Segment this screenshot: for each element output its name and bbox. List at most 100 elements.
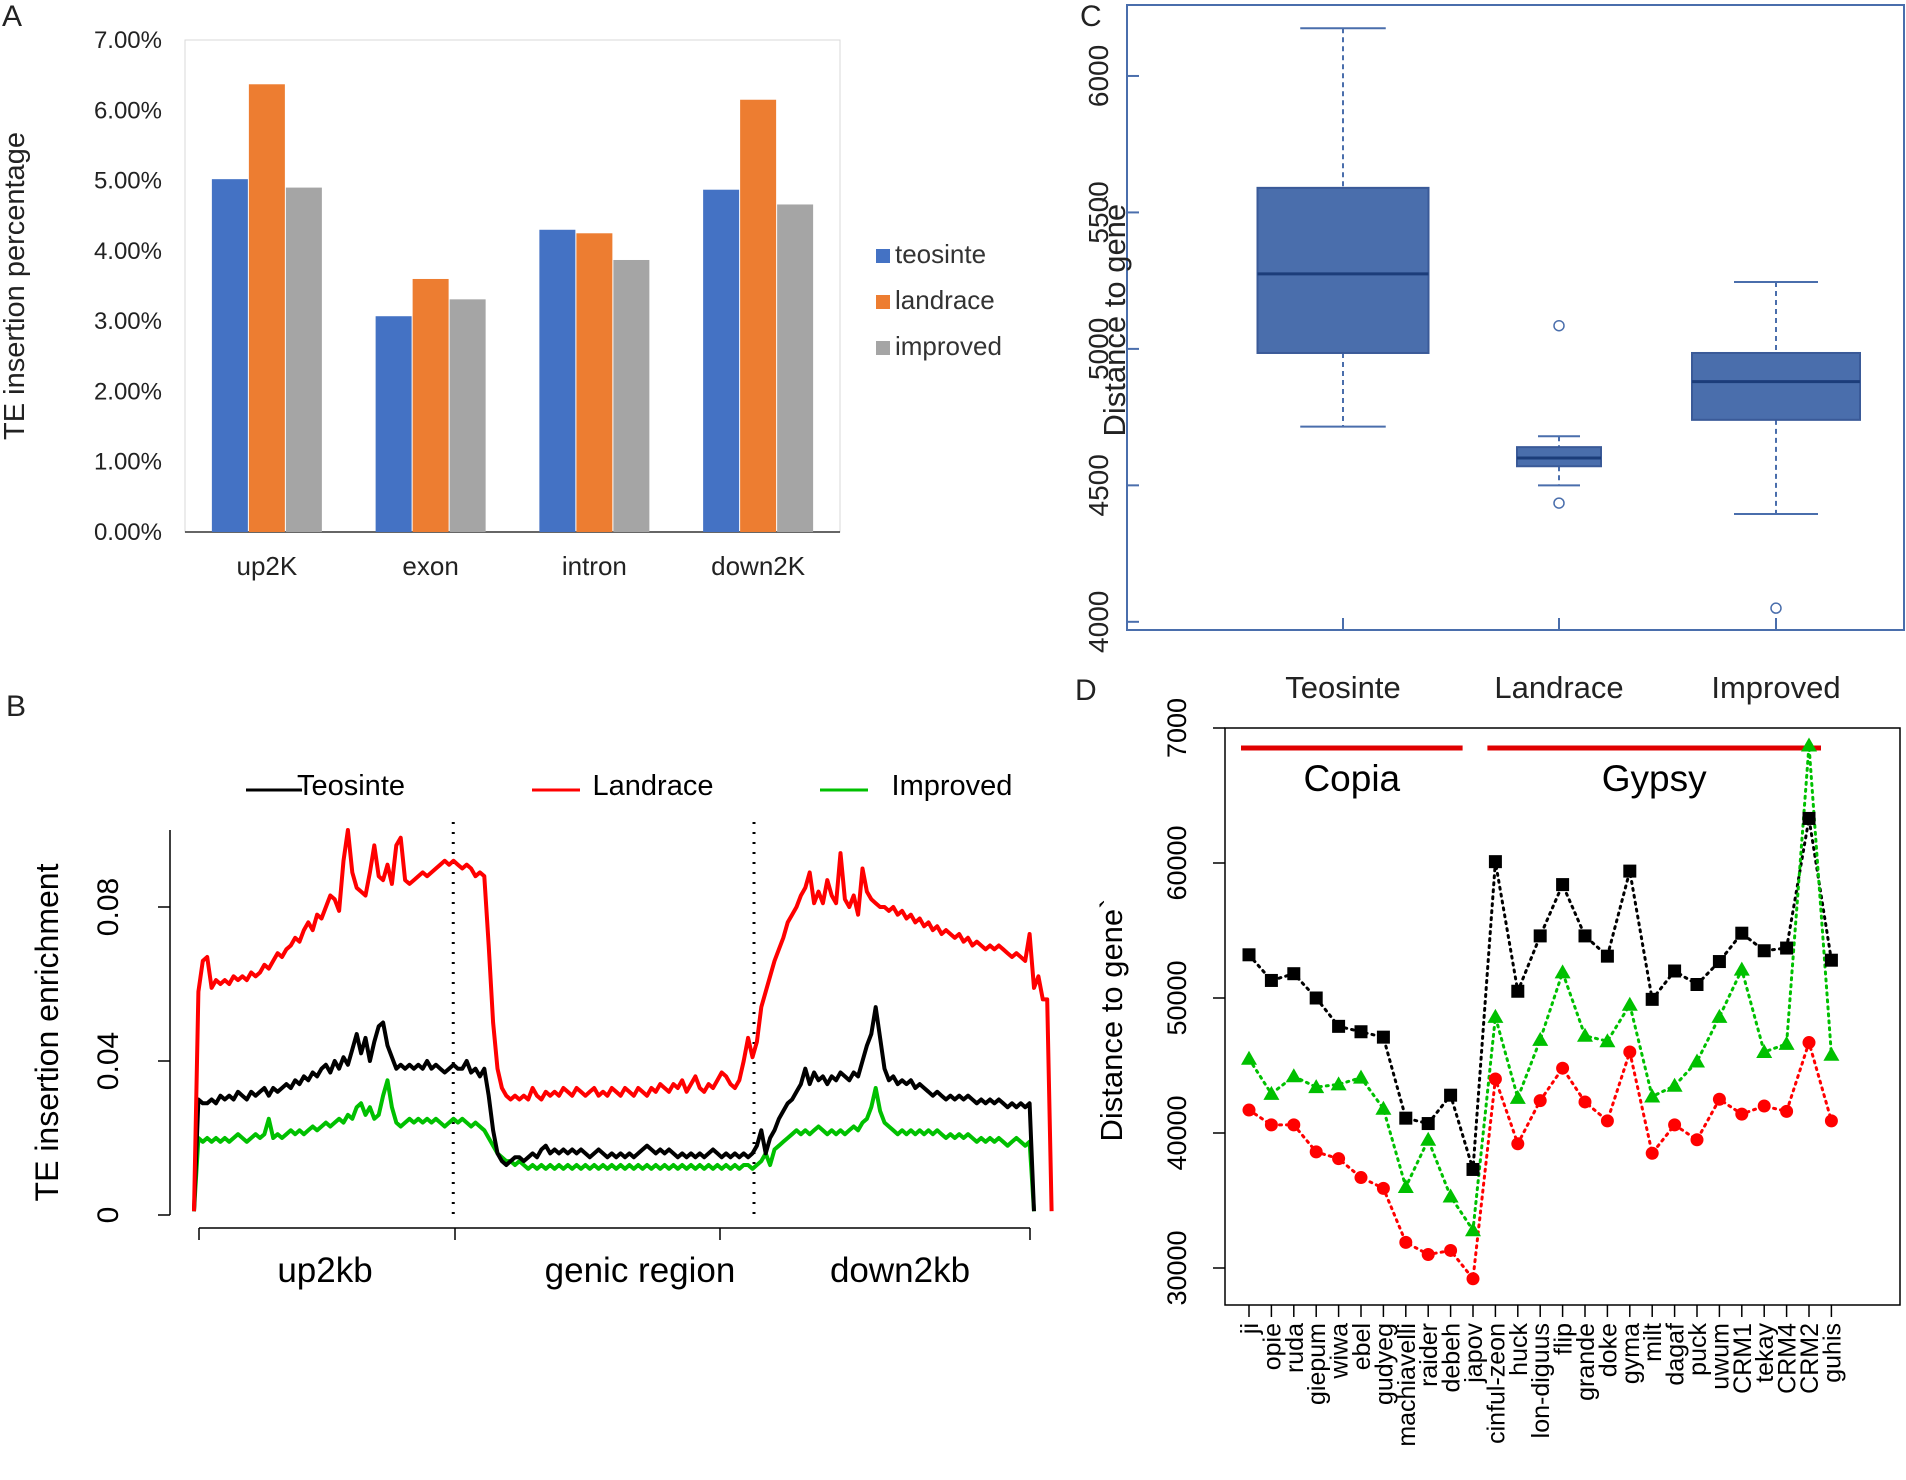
panel-d-scatter: 30000 40000 50000 60000 7000 Distance to gene…: [1094, 698, 1901, 1447]
x-tick-label: doke: [1594, 1323, 1622, 1377]
marker-Landrace: [1600, 1114, 1614, 1128]
legend-label-teosinte: teosinte: [895, 239, 986, 269]
marker-Landrace: [1668, 1118, 1682, 1132]
bar-landrace: [576, 233, 613, 533]
marker-Teosinte: [1780, 941, 1794, 955]
x-tick-label: up2K: [237, 551, 298, 581]
marker-Teosinte: [1511, 984, 1525, 998]
y-tick-label: 7.00%: [94, 27, 162, 54]
marker-Landrace: [1824, 1114, 1838, 1128]
y-tick-label: 0.00%: [94, 519, 162, 546]
bar-improved: [777, 204, 814, 532]
marker-Teosinte: [1242, 948, 1256, 962]
marker-Teosinte: [1735, 926, 1749, 940]
x-tick-label: puck: [1684, 1323, 1712, 1376]
marker-Landrace: [1421, 1248, 1435, 1261]
x-region-label: down2kb: [830, 1251, 970, 1290]
outlier-point: [1553, 319, 1565, 332]
x-tick-label: grande: [1572, 1323, 1600, 1401]
marker-Landrace: [1444, 1243, 1458, 1257]
x-tick-label: wiwa: [1326, 1323, 1354, 1380]
outlier-point: [1553, 497, 1565, 509]
marker-Improved: [1644, 1088, 1661, 1103]
bar-improved: [449, 299, 486, 532]
bar-teosinte: [539, 229, 576, 532]
marker-Teosinte: [1600, 949, 1614, 963]
series-dotted-line-Improved: [1247, 745, 1833, 1235]
marker-Landrace: [1466, 1272, 1480, 1286]
marker-Teosinte: [1668, 964, 1682, 978]
marker-Landrace: [1242, 1103, 1256, 1117]
marker-Landrace: [1332, 1152, 1346, 1166]
marker-Landrace: [1623, 1045, 1637, 1059]
marker-Improved: [1554, 964, 1571, 979]
legend-label-Teosinte: Teosinte: [297, 770, 405, 802]
legend-swatch-teosinte: [876, 249, 890, 263]
marker-Teosinte: [1444, 1088, 1458, 1102]
bar-teosinte: [375, 316, 412, 532]
series-dotted-line-Teosinte: [1247, 818, 1833, 1170]
marker-Teosinte: [1824, 953, 1838, 967]
x-tick-label: huck: [1505, 1323, 1533, 1376]
bar-landrace: [740, 99, 777, 532]
y-tick-label: 3.00%: [94, 308, 162, 335]
series-line-Landrace: [192, 828, 1054, 1212]
marker-Improved: [1577, 1027, 1593, 1042]
marker-Improved: [1465, 1222, 1481, 1237]
y-axis-label: TE insertion percentage: [0, 132, 31, 440]
outlier-point: [1770, 602, 1782, 614]
panel-label-c: C: [1080, 0, 1102, 33]
marker-Improved: [1711, 1008, 1728, 1023]
y-tick-label: 1.00%: [94, 449, 162, 476]
marker-Improved: [1263, 1085, 1280, 1100]
y-axis-label: Distance to gene`: [1097, 194, 1132, 437]
marker-Teosinte: [1309, 991, 1323, 1005]
marker-Landrace: [1757, 1099, 1771, 1113]
y-tick-label: 4.00%: [94, 238, 162, 265]
marker-Teosinte: [1466, 1162, 1480, 1176]
plot-frame: [1224, 727, 1901, 1306]
x-tick-label: ebel: [1348, 1323, 1376, 1370]
x-tick-label: CRM1: [1729, 1323, 1757, 1394]
legend-label-landrace: landrace: [895, 285, 995, 315]
y-tick-label: 60000: [1162, 825, 1192, 900]
bar-improved: [613, 259, 650, 532]
marker-Teosinte: [1488, 855, 1502, 869]
legend-label-Improved: Improved: [892, 770, 1013, 802]
y-axis-label: TE insertion enrichment: [29, 863, 65, 1201]
marker-Improved: [1689, 1053, 1705, 1068]
x-tick-label: flip: [1550, 1323, 1578, 1355]
x-tick-label: japov: [1460, 1323, 1488, 1384]
marker-Improved: [1442, 1188, 1459, 1203]
y-tick-label: 40000: [1162, 1095, 1192, 1170]
x-tick-label: opie: [1258, 1323, 1286, 1370]
x-tick-label: dagaf: [1662, 1323, 1690, 1386]
marker-Improved: [1330, 1076, 1347, 1091]
marker-Landrace: [1780, 1104, 1794, 1118]
y-tick-label: 0: [92, 1207, 125, 1224]
x-tick-label: Landrace: [1494, 670, 1623, 705]
marker-Improved: [1420, 1131, 1437, 1146]
marker-Improved: [1823, 1046, 1840, 1061]
marker-Landrace: [1645, 1146, 1659, 1160]
marker-Improved: [1285, 1068, 1302, 1083]
x-tick-label: guhis: [1818, 1323, 1846, 1383]
marker-Improved: [1532, 1031, 1549, 1046]
marker-Improved: [1375, 1100, 1392, 1115]
marker-Landrace: [1578, 1095, 1592, 1109]
marker-Improved: [1487, 1008, 1504, 1023]
marker-Improved: [1397, 1179, 1414, 1193]
plot-frame: [1126, 4, 1905, 631]
x-tick-label: CRM4: [1774, 1323, 1802, 1394]
group-label-Gypsy: Gypsy: [1602, 758, 1707, 799]
marker-Teosinte: [1421, 1117, 1435, 1131]
y-tick-label: 5.00%: [94, 168, 162, 195]
series-line-Teosinte: [192, 1005, 1036, 1212]
panel-c-boxplot: 4000 4500 5000 5500 6000 Distance to gene` Teo…: [1083, 4, 1905, 705]
marker-Improved: [1509, 1089, 1526, 1104]
legend-swatch-landrace: [876, 295, 890, 309]
box-Improved: [1691, 351, 1861, 421]
marker-Landrace: [1712, 1092, 1726, 1106]
marker-Teosinte: [1623, 864, 1637, 878]
